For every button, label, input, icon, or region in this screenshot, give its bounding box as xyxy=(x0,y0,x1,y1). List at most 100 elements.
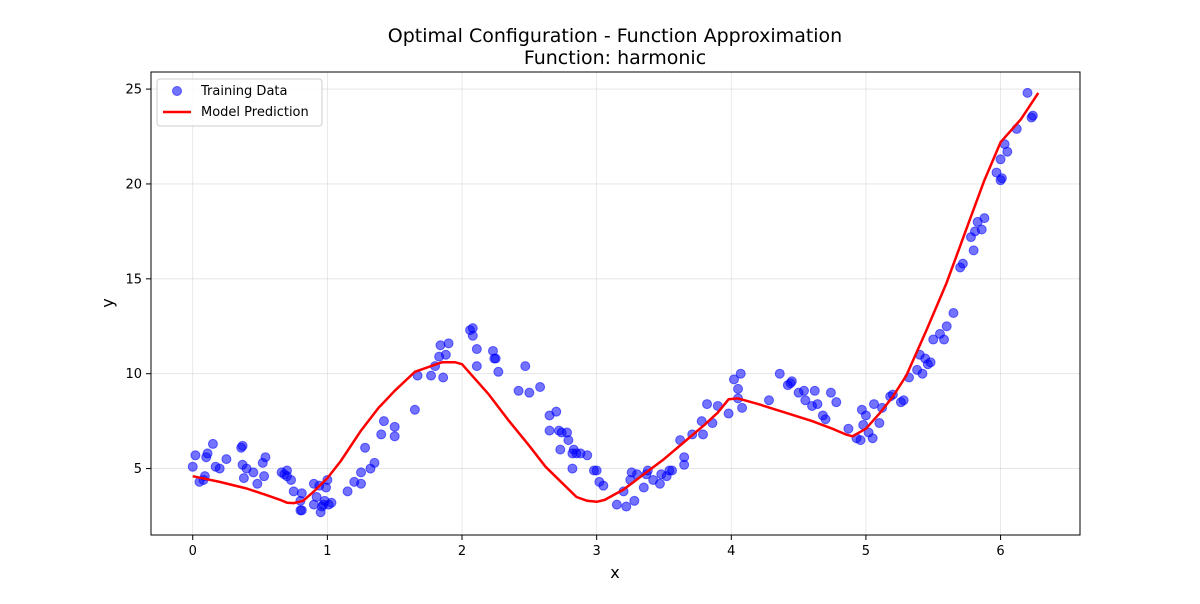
legend: Training Data Model Prediction xyxy=(156,78,323,127)
data-point xyxy=(809,385,820,396)
data-point xyxy=(702,399,713,410)
data-point xyxy=(389,421,400,432)
x-tick-label: 5 xyxy=(862,544,870,559)
data-point xyxy=(941,321,952,332)
data-point xyxy=(867,433,878,444)
data-point xyxy=(629,495,640,506)
data-point xyxy=(190,450,201,461)
data-point xyxy=(855,435,866,446)
data-point xyxy=(996,173,1007,184)
data-point xyxy=(252,478,263,489)
data-point xyxy=(360,442,371,453)
data-point xyxy=(471,344,482,355)
data-point xyxy=(898,395,909,406)
data-point xyxy=(356,467,367,478)
data-point xyxy=(551,406,562,417)
data-point xyxy=(524,387,535,398)
legend-label-training-data: Training Data xyxy=(200,84,287,99)
data-point xyxy=(443,338,454,349)
data-point xyxy=(1027,110,1038,121)
legend-frame xyxy=(156,78,323,127)
data-point xyxy=(322,474,333,485)
x-axis-label: x xyxy=(610,563,619,582)
series-line-model-prediction xyxy=(192,92,1040,505)
data-point xyxy=(582,450,593,461)
y-tick-label: 5 xyxy=(134,462,142,477)
data-point xyxy=(202,448,213,459)
x-tick-label: 2 xyxy=(458,544,466,559)
data-point xyxy=(563,435,574,446)
y-tick-label: 15 xyxy=(125,272,142,287)
data-point xyxy=(698,429,709,440)
plot-data xyxy=(187,87,1040,518)
data-point xyxy=(621,501,632,512)
data-point xyxy=(820,414,831,425)
x-tick-label: 6 xyxy=(996,544,1004,559)
data-point xyxy=(296,505,307,516)
data-point xyxy=(995,154,1006,165)
data-point xyxy=(948,307,959,318)
data-point xyxy=(389,431,400,442)
data-point xyxy=(438,372,449,383)
data-point xyxy=(638,482,649,493)
data-point xyxy=(869,399,880,410)
data-point xyxy=(812,399,823,410)
y-tick-label: 20 xyxy=(125,177,142,192)
data-point xyxy=(874,418,885,429)
data-point xyxy=(555,444,566,455)
data-point xyxy=(968,245,979,256)
x-tick-label: 0 xyxy=(189,544,197,559)
data-point xyxy=(490,353,501,364)
legend-label-model-prediction: Model Prediction xyxy=(201,105,309,120)
data-point xyxy=(723,408,734,419)
data-point xyxy=(544,425,555,436)
data-point xyxy=(737,402,748,413)
data-point xyxy=(296,488,307,499)
legend-marker-training-data xyxy=(172,86,182,96)
data-point xyxy=(207,438,218,449)
axis-ticks: 0 1 2 3 4 5 6 5 10 15 20 25 xyxy=(125,83,1004,559)
data-point xyxy=(513,385,524,396)
data-point xyxy=(598,480,609,491)
data-point xyxy=(288,486,299,497)
data-point xyxy=(520,361,531,372)
data-point xyxy=(667,465,678,476)
data-point xyxy=(654,478,665,489)
data-point xyxy=(928,334,939,345)
data-point xyxy=(763,395,774,406)
data-point xyxy=(860,410,871,421)
data-point xyxy=(733,383,744,394)
data-point xyxy=(369,457,380,468)
x-tick-label: 1 xyxy=(323,544,331,559)
data-point xyxy=(356,478,367,489)
data-point xyxy=(378,416,389,427)
data-point xyxy=(939,334,950,345)
data-point xyxy=(440,349,451,360)
data-point xyxy=(426,370,437,381)
x-tick-label: 3 xyxy=(593,544,601,559)
data-point xyxy=(342,486,353,497)
data-point xyxy=(798,385,809,396)
data-point xyxy=(735,368,746,379)
y-tick-label: 25 xyxy=(125,83,142,98)
data-point xyxy=(535,381,546,392)
data-point xyxy=(774,368,785,379)
data-point xyxy=(187,461,198,472)
data-point xyxy=(493,366,504,377)
data-point xyxy=(825,387,836,398)
x-tick-label: 4 xyxy=(727,544,735,559)
data-point xyxy=(728,374,739,385)
data-point xyxy=(786,376,797,387)
data-point xyxy=(843,423,854,434)
data-point xyxy=(800,395,811,406)
y-tick-label: 10 xyxy=(125,367,142,382)
data-point xyxy=(237,440,248,451)
data-point xyxy=(1022,87,1033,98)
data-point xyxy=(1002,146,1013,157)
data-point xyxy=(221,454,232,465)
chart-title: Optimal Configuration - Function Approxi… xyxy=(388,25,842,47)
data-point xyxy=(435,340,446,351)
data-point xyxy=(917,368,928,379)
